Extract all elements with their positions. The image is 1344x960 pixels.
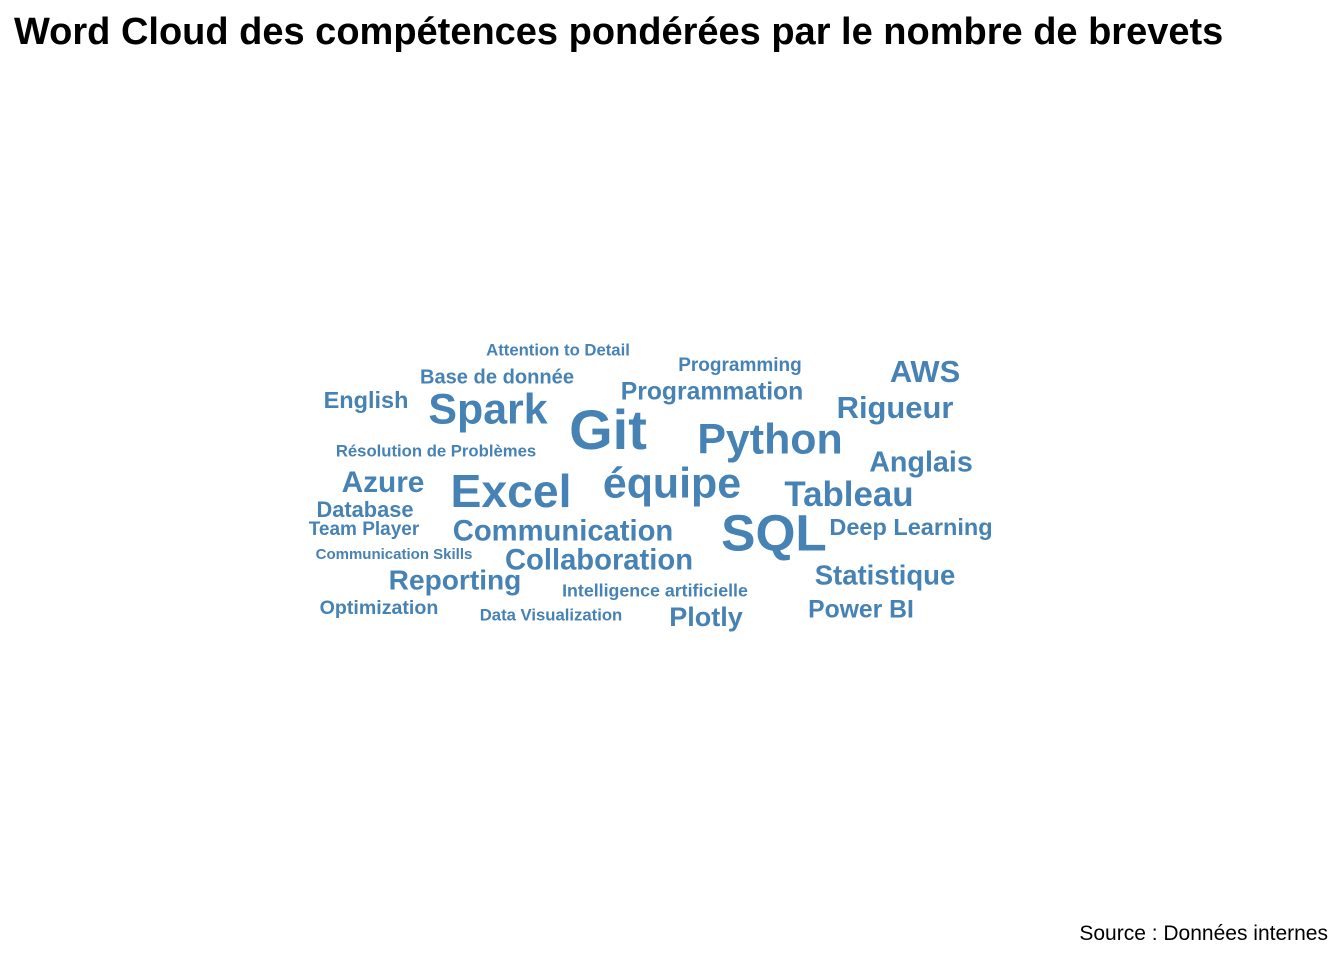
word-git: Git — [569, 398, 647, 461]
chart-caption: Source : Données internes — [1079, 922, 1328, 946]
word-data-visualization: Data Visualization — [480, 605, 623, 624]
word-optimization: Optimization — [320, 597, 439, 619]
word-résolution-de-problèmes: Résolution de Problèmes — [336, 441, 536, 460]
word-power-bi: Power BI — [808, 597, 914, 624]
word-attention-to-detail: Attention to Detail — [486, 340, 630, 359]
word-rigueur: Rigueur — [837, 390, 954, 425]
word-python: Python — [697, 415, 842, 463]
word-communication-skills: Communication Skills — [316, 546, 473, 563]
word-aws: AWS — [890, 354, 960, 389]
word-équipe: équipe — [603, 459, 741, 507]
word-database: Database — [317, 497, 414, 522]
word-deep-learning: Deep Learning — [829, 514, 992, 540]
word-azure: Azure — [342, 466, 425, 499]
word-spark: Spark — [428, 385, 547, 433]
word-communication: Communication — [453, 516, 674, 548]
word-plotly: Plotly — [669, 602, 743, 632]
word-statistique: Statistique — [815, 559, 956, 590]
word-reporting: Reporting — [389, 564, 522, 595]
word-intelligence-artificielle: Intelligence artificielle — [562, 581, 748, 601]
word-tableau: Tableau — [784, 475, 913, 514]
word-collaboration: Collaboration — [505, 545, 693, 577]
word-english: English — [324, 387, 409, 413]
word-anglais: Anglais — [869, 447, 973, 479]
word-base-de-donnée: Base de donnée — [420, 366, 574, 388]
word-programmation: Programmation — [621, 379, 803, 406]
word-excel: Excel — [451, 465, 572, 517]
word-team-player: Team Player — [309, 519, 420, 540]
word-programming: Programming — [678, 355, 802, 376]
